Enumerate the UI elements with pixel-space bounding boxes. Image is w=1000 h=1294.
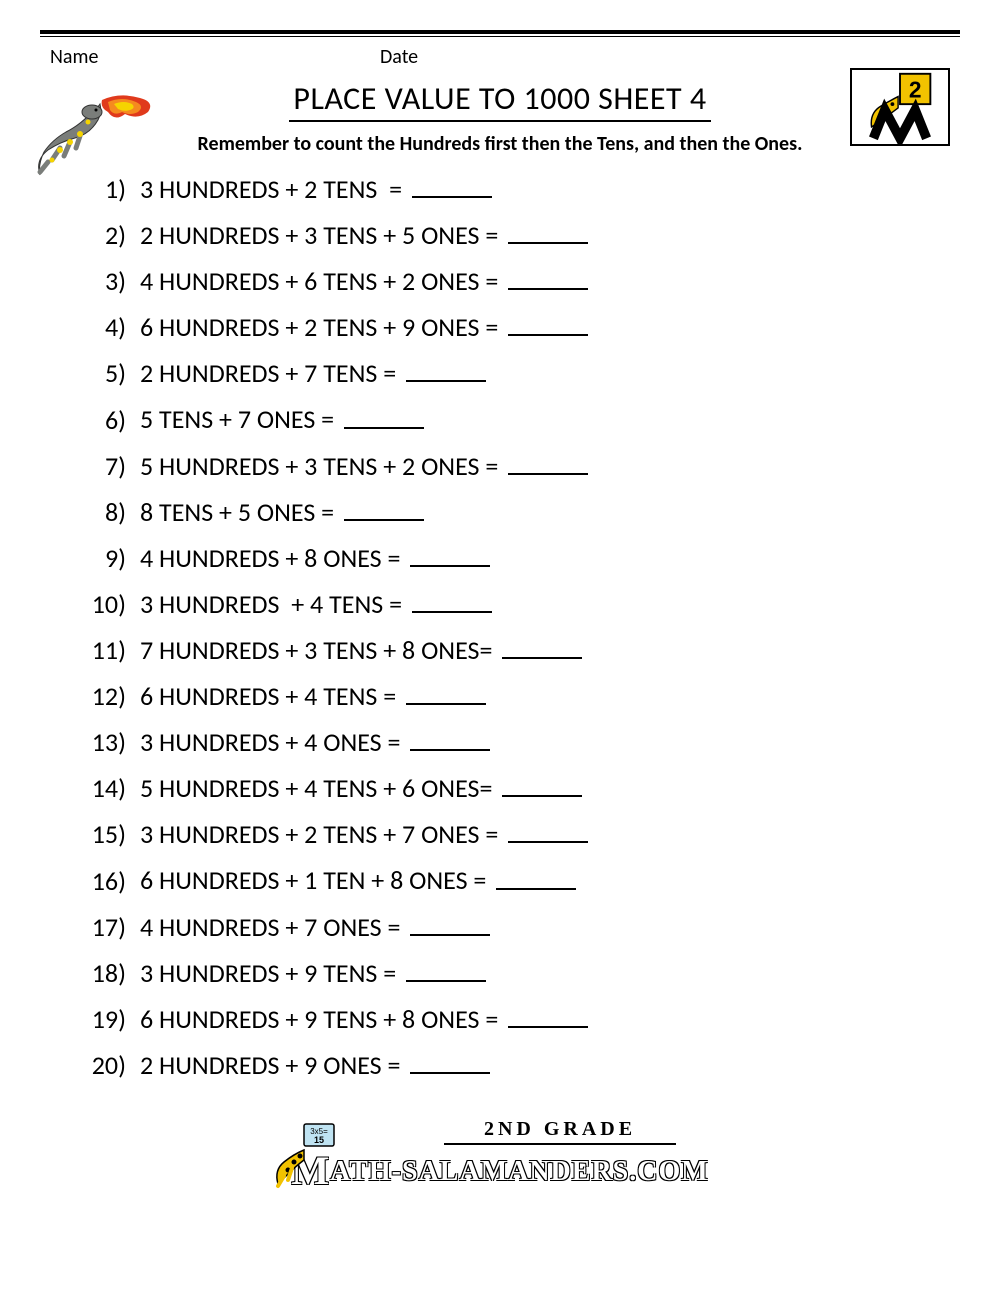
problem-text: 5 HUNDREDS + 4 TENS + 6 ONES= <box>140 775 582 801</box>
problem-row: 4)6 HUNDREDS + 2 TENS + 9 ONES = <box>70 314 960 340</box>
problem-row: 6)5 TENS + 7 ONES = <box>70 406 960 432</box>
problem-row: 7)5 HUNDREDS + 3 TENS + 2 ONES = <box>70 453 960 479</box>
problem-number: 4) <box>70 314 140 340</box>
problem-row: 5)2 HUNDREDS + 7 TENS = <box>70 360 960 386</box>
footer-brand: MATH-SALAMANDERS.COM <box>40 1147 960 1194</box>
date-label: Date <box>380 45 580 69</box>
problem-text: 2 HUNDREDS + 3 TENS + 5 ONES = <box>140 222 588 248</box>
problem-text: 8 TENS + 5 ONES = <box>140 499 424 525</box>
answer-blank[interactable] <box>508 453 588 475</box>
problem-row: 13)3 HUNDREDS + 4 ONES = <box>70 729 960 755</box>
answer-blank[interactable] <box>344 499 424 521</box>
top-rule-thick <box>40 30 960 34</box>
problem-text: 5 TENS + 7 ONES = <box>140 406 424 432</box>
problem-row: 16)6 HUNDREDS + 1 TEN + 8 ONES = <box>70 867 960 893</box>
problem-row: 20)2 HUNDREDS + 9 ONES = <box>70 1052 960 1078</box>
answer-blank[interactable] <box>410 914 490 936</box>
problem-row: 9)4 HUNDREDS + 8 ONES = <box>70 545 960 571</box>
problem-number: 18) <box>70 960 140 986</box>
answer-blank[interactable] <box>496 867 576 889</box>
grade-logo-box: 2 <box>850 68 950 146</box>
problem-text: 6 HUNDREDS + 4 TENS = <box>140 683 486 709</box>
problem-row: 17)4 HUNDREDS + 7 ONES = <box>70 914 960 940</box>
answer-blank[interactable] <box>508 222 588 244</box>
answer-blank[interactable] <box>406 960 486 982</box>
problem-text: 2 HUNDREDS + 9 ONES = <box>140 1052 490 1078</box>
answer-blank[interactable] <box>508 314 588 336</box>
problem-row: 12)6 HUNDREDS + 4 TENS = <box>70 683 960 709</box>
problem-text: 5 HUNDREDS + 3 TENS + 2 ONES = <box>140 453 588 479</box>
svg-text:15: 15 <box>314 1135 324 1145</box>
problem-text: 2 HUNDREDS + 7 TENS = <box>140 360 486 386</box>
footer-salamander-icon: 3x5= 15 <box>270 1122 340 1192</box>
answer-blank[interactable] <box>502 775 582 797</box>
instructions-text: Remember to count the Hundreds first the… <box>40 132 960 156</box>
footer: 3x5= 15 2ND GRADE MATH-SALAMANDERS.COM <box>40 1118 960 1198</box>
problem-row: 3)4 HUNDREDS + 6 TENS + 2 ONES = <box>70 268 960 294</box>
answer-blank[interactable] <box>412 591 492 613</box>
answer-blank[interactable] <box>508 1006 588 1028</box>
worksheet-title: PLACE VALUE TO 1000 SHEET 4 <box>40 79 960 118</box>
problem-number: 20) <box>70 1052 140 1078</box>
header-row: Name Date <box>40 45 960 69</box>
problem-row: 11)7 HUNDREDS + 3 TENS + 8 ONES= <box>70 637 960 663</box>
answer-blank[interactable] <box>406 683 486 705</box>
problem-number: 17) <box>70 914 140 940</box>
answer-blank[interactable] <box>406 360 486 382</box>
problem-row: 14)5 HUNDREDS + 4 TENS + 6 ONES= <box>70 775 960 801</box>
footer-grade-label: 2ND GRADE <box>444 1118 676 1145</box>
problem-number: 19) <box>70 1006 140 1032</box>
problem-number: 7) <box>70 453 140 479</box>
problem-text: 3 HUNDREDS + 4 ONES = <box>140 729 490 755</box>
problem-number: 10) <box>70 591 140 617</box>
problem-text: 3 HUNDREDS + 4 TENS = <box>140 591 492 617</box>
problem-number: 14) <box>70 775 140 801</box>
problem-row: 1)3 HUNDREDS + 2 TENS = <box>70 176 960 202</box>
answer-blank[interactable] <box>412 176 492 198</box>
problem-text: 6 HUNDREDS + 2 TENS + 9 ONES = <box>140 314 588 340</box>
problem-text: 3 HUNDREDS + 2 TENS + 7 ONES = <box>140 821 588 847</box>
answer-blank[interactable] <box>410 545 490 567</box>
problem-number: 13) <box>70 729 140 755</box>
answer-blank[interactable] <box>508 268 588 290</box>
problem-number: 3) <box>70 268 140 294</box>
answer-blank[interactable] <box>410 729 490 751</box>
problem-text: 4 HUNDREDS + 7 ONES = <box>140 914 490 940</box>
problem-row: 15)3 HUNDREDS + 2 TENS + 7 ONES = <box>70 821 960 847</box>
grade-logo-icon: 2 <box>852 70 948 144</box>
answer-blank[interactable] <box>502 637 582 659</box>
problem-list: 1)3 HUNDREDS + 2 TENS = 2)2 HUNDREDS + 3… <box>40 176 960 1078</box>
problem-number: 2) <box>70 222 140 248</box>
name-label: Name <box>40 45 380 69</box>
problem-row: 18)3 HUNDREDS + 9 TENS = <box>70 960 960 986</box>
problem-number: 6) <box>70 407 140 433</box>
worksheet-page: Name Date 2 <box>0 0 1000 1218</box>
problem-row: 19)6 HUNDREDS + 9 TENS + 8 ONES = <box>70 1006 960 1032</box>
problem-number: 8) <box>70 499 140 525</box>
problem-text: 3 HUNDREDS + 9 TENS = <box>140 960 486 986</box>
problem-number: 15) <box>70 821 140 847</box>
answer-blank[interactable] <box>410 1052 490 1074</box>
problem-number: 16) <box>70 868 140 894</box>
salamander-fire-icon <box>30 90 160 185</box>
problem-text: 3 HUNDREDS + 2 TENS = <box>140 176 492 202</box>
problem-number: 5) <box>70 360 140 386</box>
problem-number: 9) <box>70 545 140 571</box>
problem-number: 12) <box>70 683 140 709</box>
top-rule-thin <box>40 36 960 37</box>
problem-row: 10)3 HUNDREDS + 4 TENS = <box>70 591 960 617</box>
answer-blank[interactable] <box>508 821 588 843</box>
answer-blank[interactable] <box>344 406 424 428</box>
problem-text: 7 HUNDREDS + 3 TENS + 8 ONES= <box>140 637 582 663</box>
problem-text: 4 HUNDREDS + 8 ONES = <box>140 545 490 571</box>
problem-text: 4 HUNDREDS + 6 TENS + 2 ONES = <box>140 268 588 294</box>
problem-text: 6 HUNDREDS + 1 TEN + 8 ONES = <box>140 867 576 893</box>
problem-row: 2)2 HUNDREDS + 3 TENS + 5 ONES = <box>70 222 960 248</box>
footer-brand-text: ATH-SALAMANDERS.COM <box>330 1156 709 1187</box>
problem-row: 8)8 TENS + 5 ONES = <box>70 499 960 525</box>
problem-number: 11) <box>70 637 140 663</box>
grade-number: 2 <box>909 77 922 103</box>
problem-text: 6 HUNDREDS + 9 TENS + 8 ONES = <box>140 1006 588 1032</box>
worksheet-title-text: PLACE VALUE TO 1000 SHEET 4 <box>289 79 710 122</box>
